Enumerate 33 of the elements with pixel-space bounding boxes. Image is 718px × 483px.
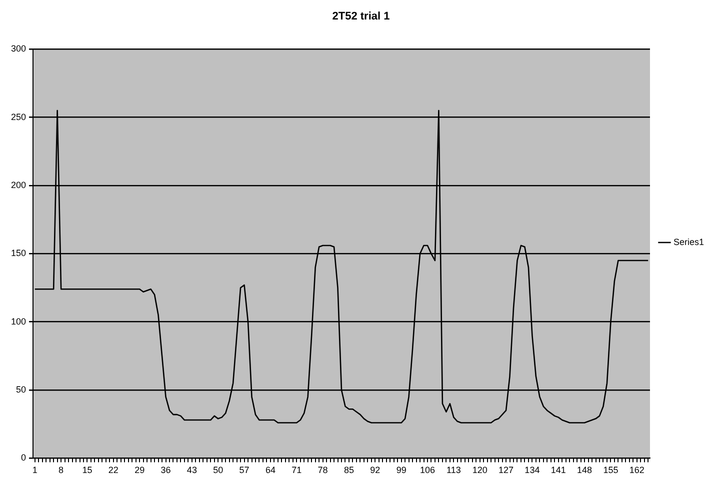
x-tick-label: 64 — [265, 465, 276, 476]
x-tick-label: 1 — [32, 465, 38, 476]
y-tick-label: 200 — [10, 180, 26, 190]
y-tick-label: 300 — [10, 44, 26, 54]
x-tick-label: 113 — [446, 465, 461, 476]
x-tick-label: 155 — [603, 465, 618, 476]
x-tick-label: 162 — [629, 465, 644, 476]
x-tick-label: 57 — [239, 465, 250, 476]
x-tick-label: 29 — [134, 465, 145, 476]
x-tick-label: 134 — [524, 465, 540, 476]
y-tick-label: 100 — [10, 316, 26, 326]
x-tick-label: 50 — [213, 465, 224, 476]
legend-label: Series1 — [673, 236, 704, 247]
x-tick-label: 85 — [344, 465, 354, 476]
x-tick-label: 15 — [82, 465, 92, 476]
x-tick-label: 8 — [58, 465, 64, 476]
x-tick-label: 141 — [550, 465, 566, 476]
x-tick-label: 92 — [370, 465, 380, 476]
x-tick-label: 127 — [498, 465, 514, 476]
x-tick-label: 99 — [396, 465, 406, 476]
y-tick-label: 0 — [21, 452, 26, 463]
y-tick-label: 150 — [10, 248, 26, 258]
x-tick-label: 78 — [318, 465, 328, 476]
x-tick-label: 106 — [420, 465, 436, 476]
x-tick-label: 148 — [577, 465, 592, 476]
x-tick-label: 36 — [160, 465, 171, 476]
y-tick-label: 250 — [10, 112, 26, 122]
x-tick-label: 120 — [472, 465, 488, 476]
x-tick-label: 43 — [186, 465, 197, 476]
y-tick-label: 50 — [16, 384, 26, 395]
x-tick-label: 22 — [108, 465, 118, 476]
chart-title: 2T52 trial 1 — [332, 10, 390, 23]
x-tick-label: 71 — [292, 465, 302, 476]
